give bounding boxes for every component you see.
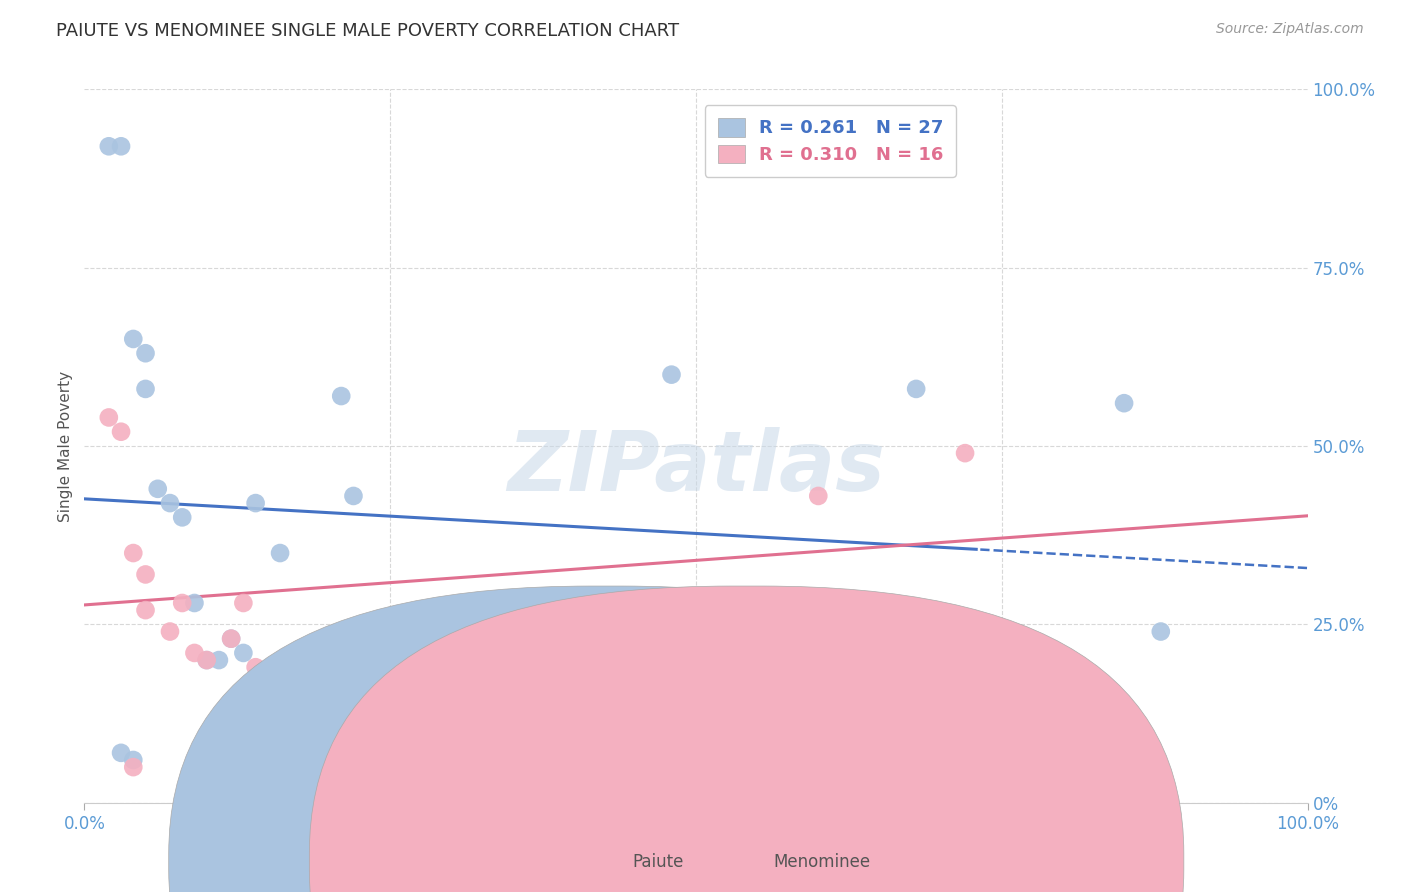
Point [269,546,291,560]
Y-axis label: Single Male Poverty: Single Male Poverty [58,370,73,522]
Point [146,482,169,496]
Point [183,646,205,660]
Point [172,510,194,524]
Point [330,389,353,403]
Point [942,624,965,639]
Point [219,632,242,646]
Point [172,596,194,610]
Point [318,632,340,646]
Point [135,603,157,617]
Text: Paiute: Paiute [633,853,685,871]
Point [159,496,181,510]
Point [110,139,132,153]
Point [195,653,218,667]
Point [1114,396,1136,410]
Point [636,639,658,653]
Point [953,446,976,460]
Text: PAIUTE VS MENOMINEE SINGLE MALE POVERTY CORRELATION CHART: PAIUTE VS MENOMINEE SINGLE MALE POVERTY … [56,22,679,40]
Point [135,346,157,360]
Point [135,382,157,396]
Text: Source: ZipAtlas.com: Source: ZipAtlas.com [1216,22,1364,37]
Point [245,660,267,674]
Point [122,546,145,560]
Point [208,653,231,667]
Point [195,653,218,667]
Point [1150,624,1173,639]
Point [905,382,928,396]
Point [245,496,267,510]
Point [122,760,145,774]
Point [122,332,145,346]
Point [122,753,145,767]
Point [929,653,952,667]
Point [183,596,205,610]
Point [219,632,242,646]
Point [342,489,364,503]
Point [159,624,181,639]
Point [135,567,157,582]
Point [661,368,683,382]
Point [97,139,120,153]
Point [97,410,120,425]
Text: Menominee: Menominee [773,853,870,871]
Text: ZIPatlas: ZIPatlas [508,427,884,508]
Point [232,646,254,660]
Point [232,596,254,610]
Point [110,425,132,439]
Point [807,489,830,503]
Point [844,653,866,667]
Point [110,746,132,760]
Legend: R = 0.261   N = 27, R = 0.310   N = 16: R = 0.261 N = 27, R = 0.310 N = 16 [704,105,956,177]
